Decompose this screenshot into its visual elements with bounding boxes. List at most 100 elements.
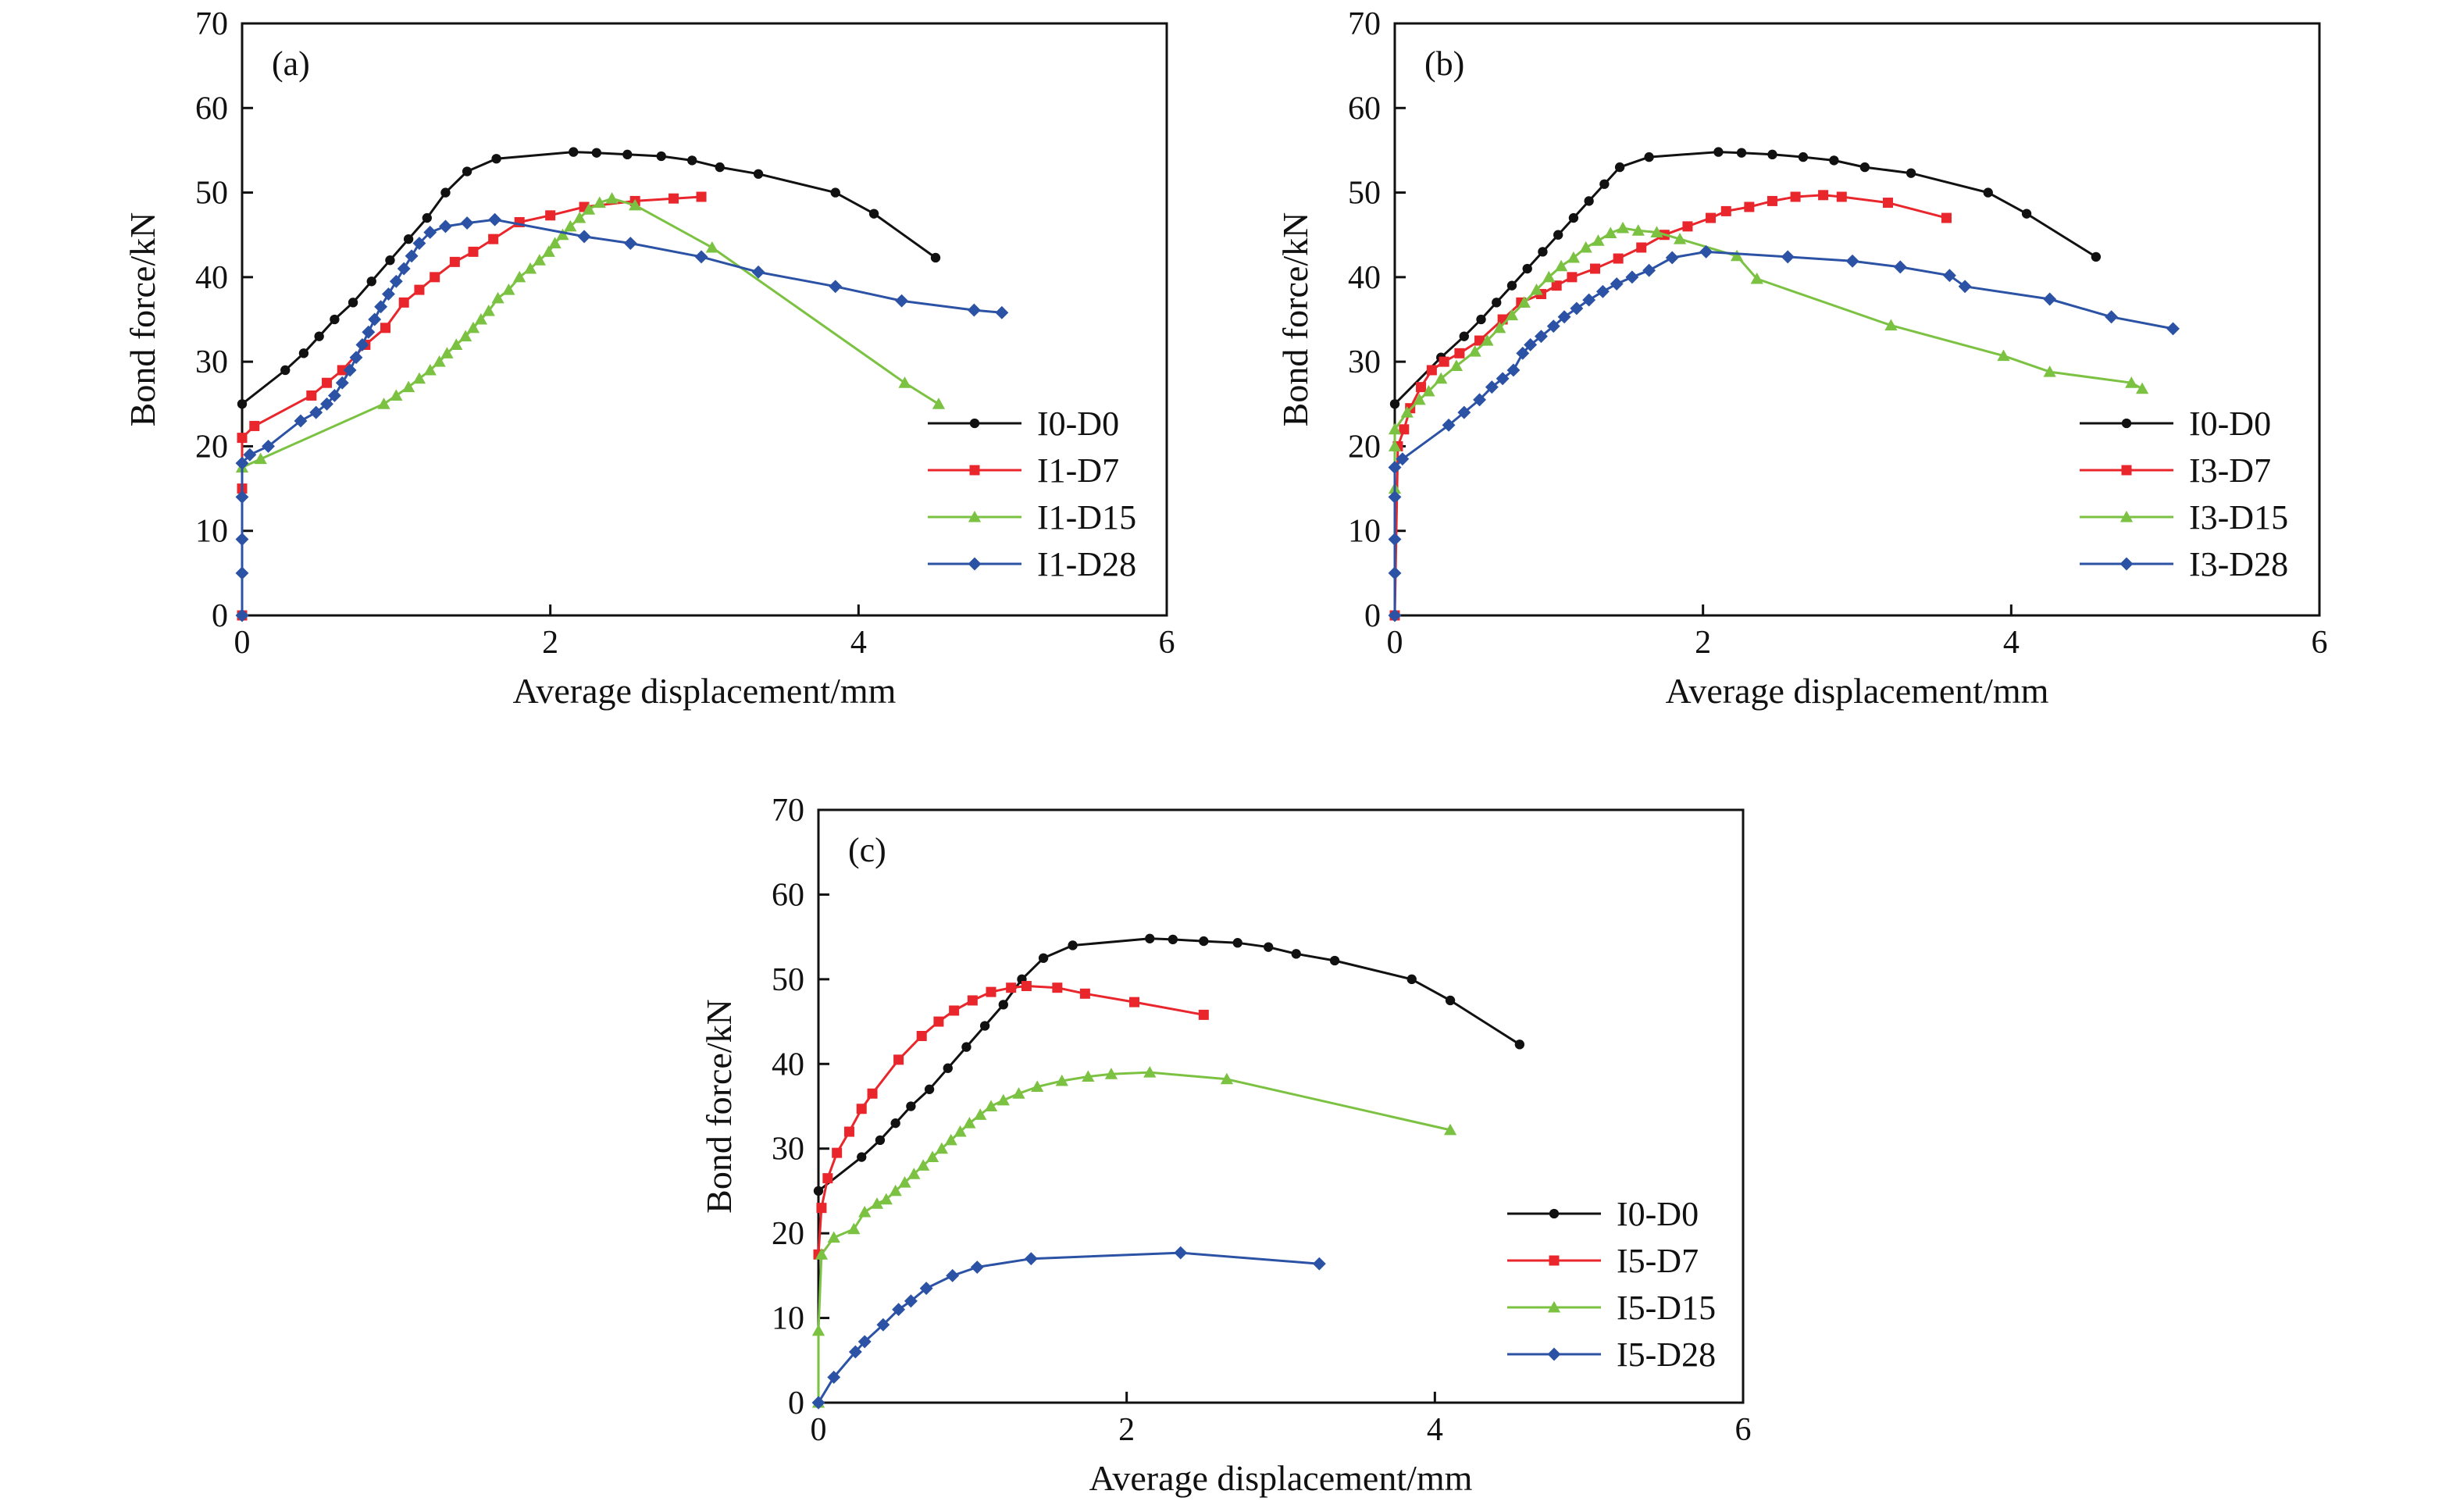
data-point — [1516, 346, 1530, 360]
legend-label: I1-D7 — [1037, 451, 1119, 490]
data-point — [1082, 1070, 1095, 1082]
data-point — [1798, 152, 1809, 162]
x-tick-label: 4 — [2003, 625, 2020, 661]
data-point — [1790, 191, 1801, 202]
data-point — [1220, 1072, 1234, 1085]
series-line — [817, 1251, 1320, 1403]
data-point — [2091, 251, 2102, 262]
x-tick-label: 2 — [1118, 1412, 1135, 1448]
data-point — [262, 439, 275, 453]
data-point — [433, 355, 446, 367]
data-point — [564, 219, 577, 232]
series-I5-D7 — [813, 981, 1209, 1260]
data-point — [605, 192, 619, 204]
data-point — [335, 376, 349, 390]
data-point — [1781, 250, 1795, 264]
data-point — [412, 237, 426, 250]
data-point — [1836, 191, 1847, 202]
series-line — [817, 985, 1204, 1255]
data-point — [349, 351, 363, 365]
data-point — [462, 166, 472, 177]
data-point — [355, 338, 369, 351]
legend-label: I3-D28 — [2189, 545, 2288, 583]
data-point — [1406, 974, 1417, 985]
data-point — [829, 280, 843, 294]
data-point — [1396, 452, 1410, 466]
legend-marker — [968, 510, 982, 522]
data-point — [403, 234, 414, 244]
data-point — [491, 291, 504, 304]
legend-marker — [2120, 510, 2134, 522]
data-point — [374, 300, 388, 314]
data-point — [944, 1133, 957, 1146]
data-point — [1473, 393, 1486, 407]
data-point — [1859, 162, 1870, 173]
data-point — [1389, 399, 1400, 409]
data-point — [1567, 251, 1581, 263]
legend-marker — [969, 465, 980, 476]
legend-label: I5-D15 — [1617, 1289, 1716, 1327]
data-point — [405, 249, 419, 263]
data-point — [1485, 380, 1499, 394]
data-point — [935, 1142, 948, 1154]
series-I1-D15 — [235, 192, 946, 472]
data-point — [1818, 190, 1829, 201]
y-axis-title: Bond force/kN — [123, 212, 162, 427]
x-tick-label: 4 — [850, 625, 867, 661]
data-point — [306, 390, 317, 401]
y-tick-label: 10 — [195, 514, 228, 550]
y-tick-label: 70 — [772, 793, 804, 829]
data-point — [656, 151, 666, 162]
series-I0-D0 — [1389, 147, 2102, 409]
data-point — [1055, 1074, 1068, 1086]
y-tick-label: 70 — [195, 6, 228, 42]
y-tick-label: 50 — [195, 176, 228, 212]
data-point — [368, 312, 382, 326]
data-point — [466, 321, 480, 333]
data-point — [1538, 247, 1548, 257]
data-point — [237, 433, 248, 444]
data-point — [1006, 982, 1017, 993]
data-point — [422, 212, 432, 223]
legend-marker — [1547, 1347, 1561, 1361]
data-point — [2125, 376, 2138, 388]
data-point — [811, 1396, 825, 1410]
data-point — [327, 389, 341, 402]
data-point — [1941, 212, 1952, 223]
data-point — [1595, 284, 1610, 298]
data-point — [2021, 209, 2032, 219]
data-point — [1546, 319, 1560, 333]
data-point — [439, 219, 452, 234]
y-tick-label: 60 — [195, 91, 228, 127]
legend-marker — [968, 557, 982, 571]
data-point — [827, 1231, 840, 1243]
data-point — [1557, 310, 1571, 324]
data-point — [986, 986, 996, 997]
data-point — [1291, 949, 1301, 959]
data-point — [573, 211, 586, 223]
data-point — [919, 1282, 933, 1296]
data-point — [890, 1118, 900, 1129]
data-point — [629, 198, 642, 211]
data-point — [961, 1042, 972, 1052]
data-point — [1388, 461, 1402, 474]
data-point — [1012, 1087, 1025, 1099]
data-point — [2105, 310, 2119, 324]
data-point — [870, 1197, 884, 1209]
data-point — [907, 1168, 921, 1179]
data-point — [397, 262, 411, 276]
legend-label: I5-D7 — [1617, 1242, 1699, 1280]
data-point — [1442, 418, 1456, 432]
data-point — [1506, 280, 1517, 291]
data-point — [876, 1318, 890, 1332]
data-point — [389, 274, 403, 288]
data-point — [1400, 405, 1414, 418]
data-point — [1492, 298, 1502, 308]
data-point — [1750, 272, 1763, 284]
data-point — [1983, 187, 1993, 198]
data-point — [1454, 348, 1465, 358]
data-point — [1068, 940, 1078, 950]
x-tick-label: 4 — [1427, 1412, 1443, 1448]
series-I0-D0 — [813, 933, 1525, 1196]
